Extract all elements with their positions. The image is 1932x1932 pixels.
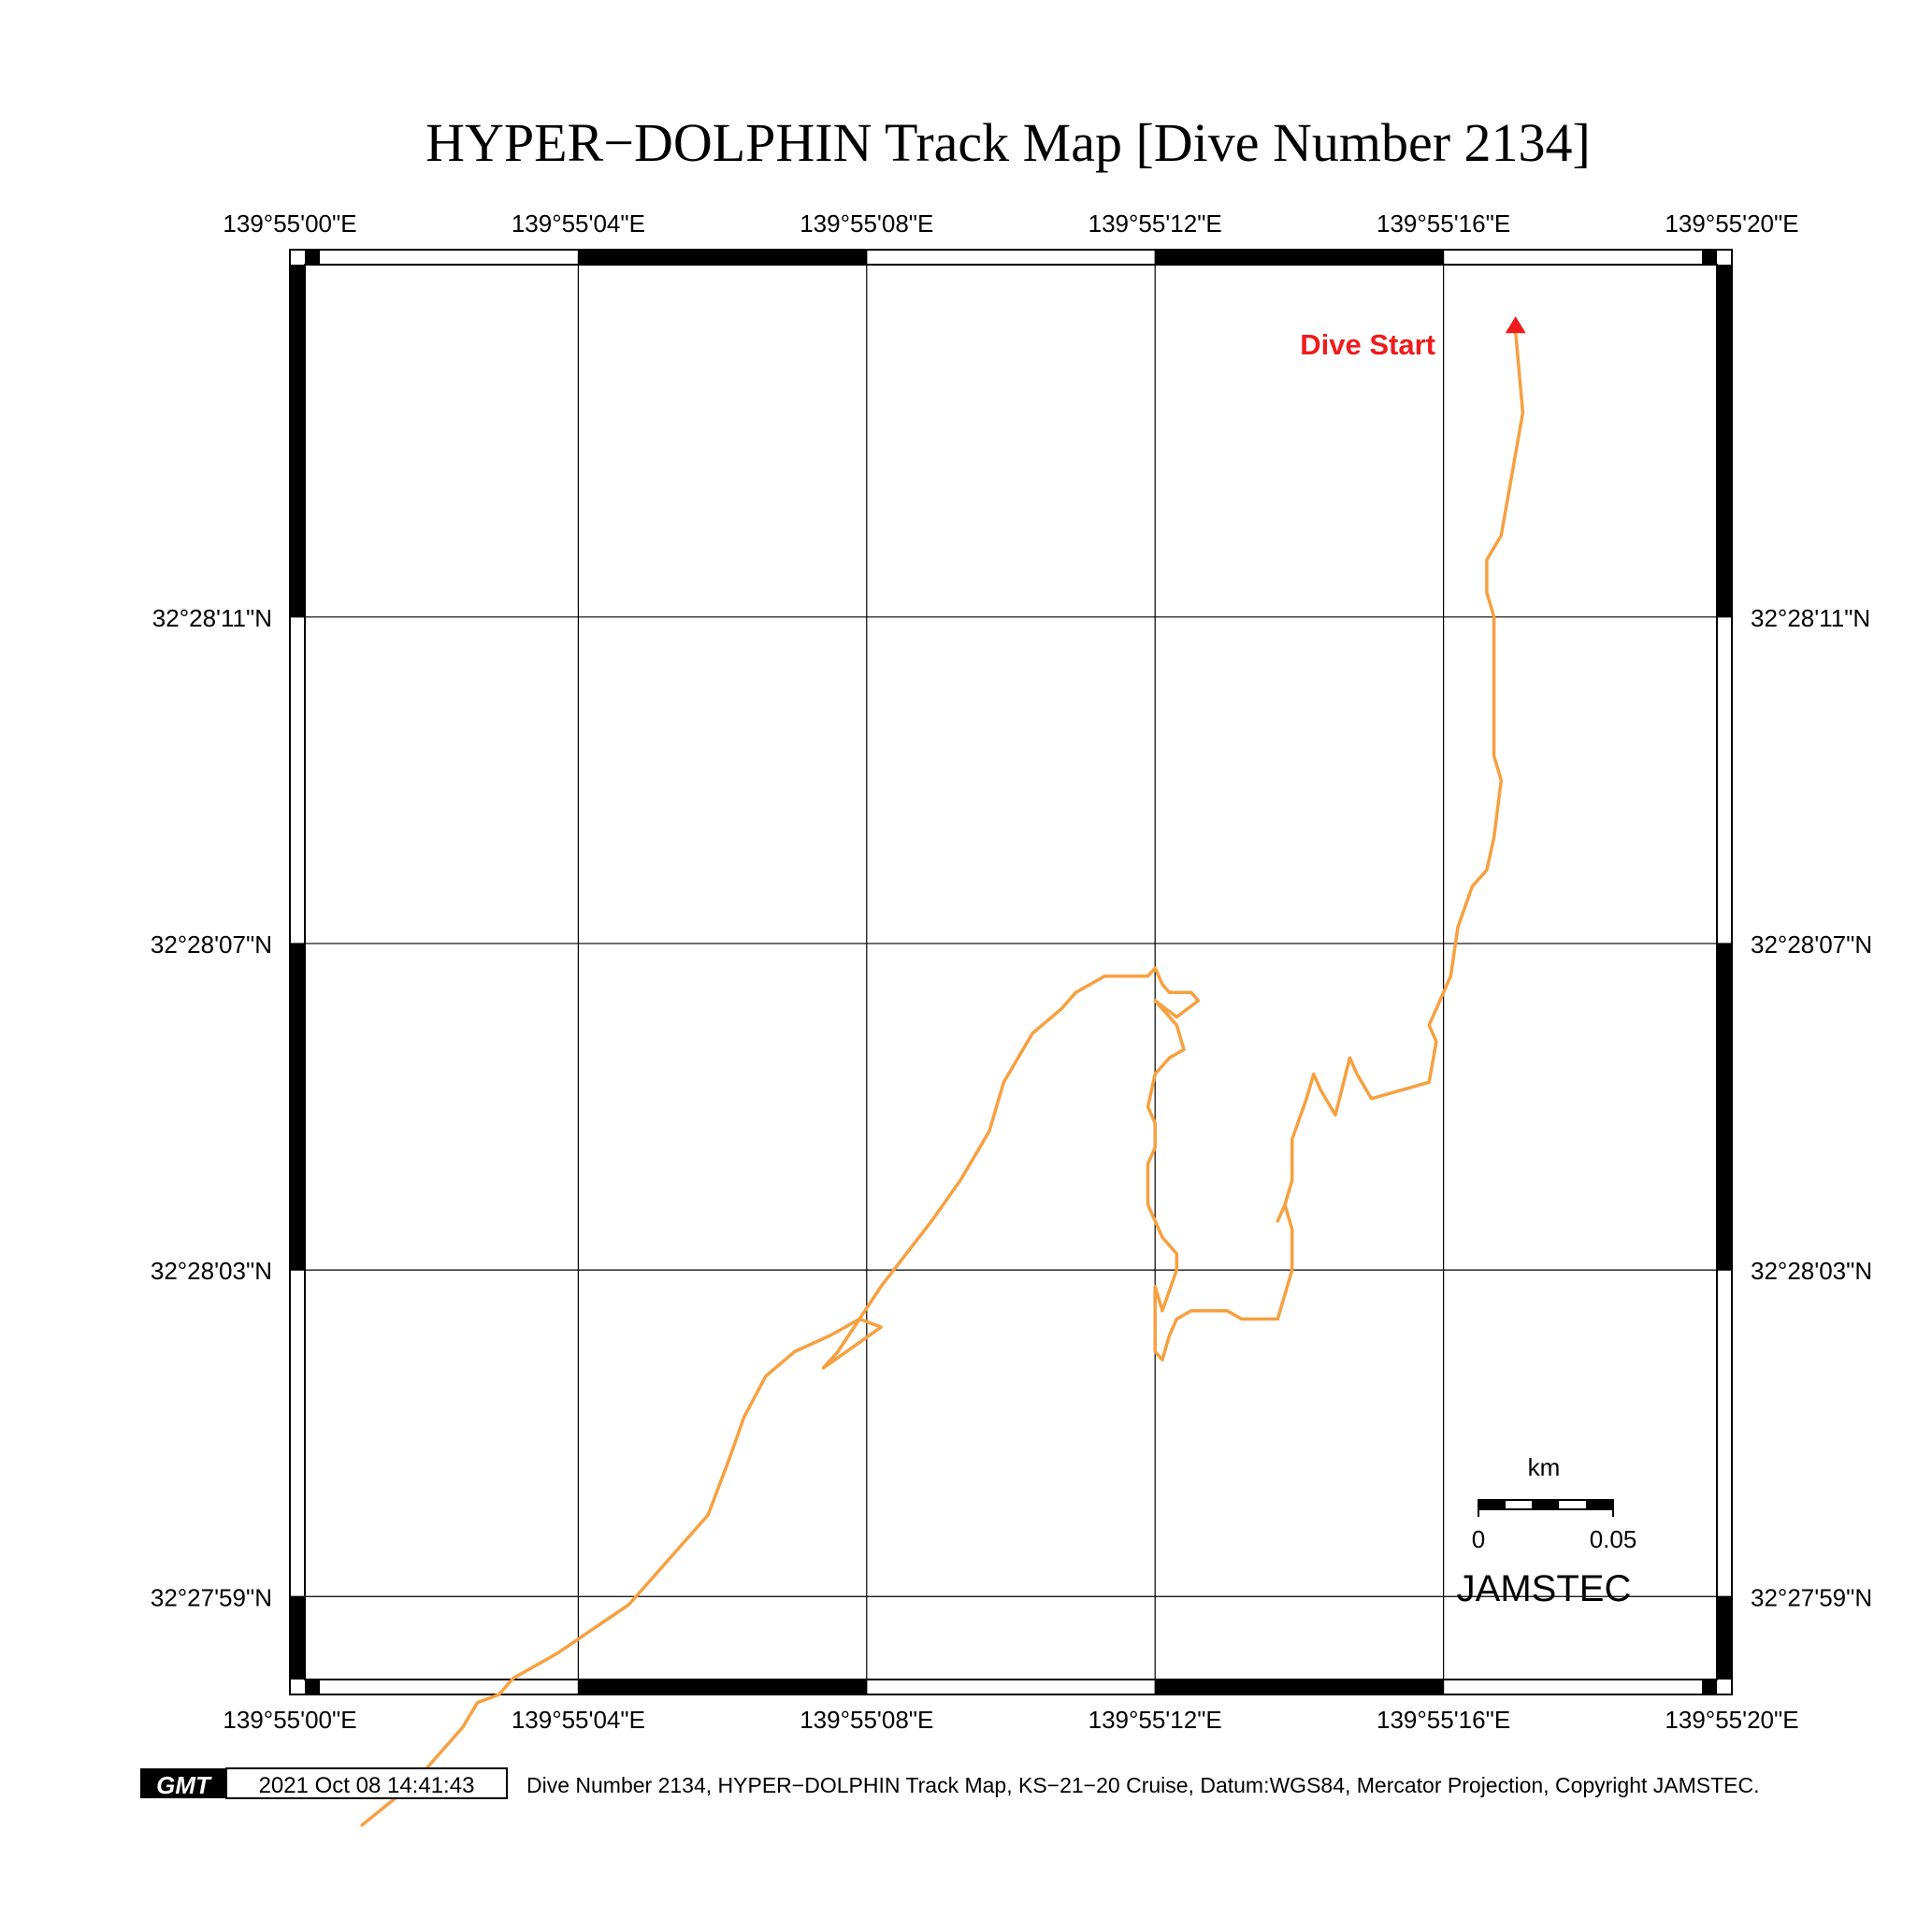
frame-corner: [1702, 250, 1717, 265]
frame-bar-right: [1717, 943, 1732, 1271]
lat-label-right: 32°28'07"N: [1751, 930, 1872, 959]
lon-label-bottom: 139°55'08"E: [800, 1706, 933, 1734]
scale-bar-tick-label: 0: [1472, 1525, 1485, 1553]
lon-label-top: 139°55'00"E: [223, 209, 356, 238]
lon-label-top: 139°55'20"E: [1665, 209, 1798, 238]
frame-corner: [305, 250, 320, 265]
frame-bar-bottom: [1155, 1680, 1444, 1694]
lat-label-right: 32°28'03"N: [1751, 1257, 1872, 1285]
lon-label-top: 139°55'12"E: [1089, 209, 1222, 238]
lon-label-bottom: 139°55'00"E: [223, 1706, 356, 1734]
lon-label-top: 139°55'08"E: [800, 209, 933, 238]
lat-label-right: 32°27'59"N: [1751, 1583, 1872, 1611]
frame-inner: [304, 264, 1718, 1680]
scale-bar-segment: [1532, 1500, 1559, 1509]
timestamp-box: [225, 1767, 508, 1799]
lon-label-bottom: 139°55'16"E: [1377, 1706, 1510, 1734]
frame-corner: [305, 1680, 320, 1694]
dive-start-label: Dive Start: [1300, 328, 1435, 361]
scale-bar-segment: [1586, 1500, 1613, 1509]
frame-bar-right: [1717, 265, 1732, 617]
frame-bar-top: [578, 250, 867, 265]
gmt-logo-text: GMT: [156, 1771, 212, 1799]
scale-bar: km 0 0.05: [1472, 1453, 1637, 1553]
frame-bar-left: [290, 1596, 305, 1680]
footer: GMT 2021 Oct 08 14:41:43 Dive Number 213…: [140, 1767, 1760, 1799]
timestamp: 2021 Oct 08 14:41:43: [259, 1773, 475, 1798]
frame-corner: [1702, 1680, 1717, 1694]
axis-labels: 139°55'00"E 139°55'00"E 139°55'04"E 139°55'…: [151, 209, 1872, 1734]
dive-start-marker: [1505, 316, 1526, 334]
scale-bar-segment: [1478, 1500, 1506, 1509]
map-frame: [289, 249, 1733, 1695]
frame-bar-left: [290, 265, 305, 617]
dive-track: [360, 329, 1525, 1827]
scale-bar-tick-label: 0.05: [1590, 1525, 1637, 1553]
lat-label-left: 32°27'59"N: [151, 1583, 272, 1611]
jamstec-credit: JAMSTEC: [1457, 1568, 1632, 1609]
footer-caption: Dive Number 2134, HYPER−DOLPHIN Track Ma…: [526, 1773, 1760, 1797]
map-title: HYPER−DOLPHIN Track Map [Dive Number 213…: [425, 112, 1591, 173]
lat-label-left: 32°28'11"N: [152, 604, 272, 632]
frame-bar-left: [290, 943, 305, 1271]
lon-label-bottom: 139°55'12"E: [1089, 1706, 1222, 1734]
lon-label-bottom: 139°55'04"E: [512, 1706, 645, 1734]
lat-label-right: 32°28'11"N: [1751, 604, 1870, 632]
lon-label-top: 139°55'04"E: [512, 209, 645, 238]
lat-label-left: 32°28'07"N: [151, 930, 272, 959]
frame-bar-bottom: [578, 1680, 867, 1694]
lon-label-top: 139°55'16"E: [1377, 209, 1510, 238]
frame-bar-top: [1155, 250, 1444, 265]
lon-label-bottom: 139°55'20"E: [1665, 1706, 1798, 1734]
lat-label-left: 32°28'03"N: [151, 1257, 272, 1285]
dive-track-layer: [360, 329, 1525, 1827]
frame-bar-right: [1717, 1596, 1732, 1680]
scale-bar-unit: km: [1528, 1453, 1561, 1481]
gmt-logo: [140, 1768, 226, 1798]
graticule-grid: [290, 250, 1732, 1694]
frame-outer: [289, 249, 1733, 1695]
